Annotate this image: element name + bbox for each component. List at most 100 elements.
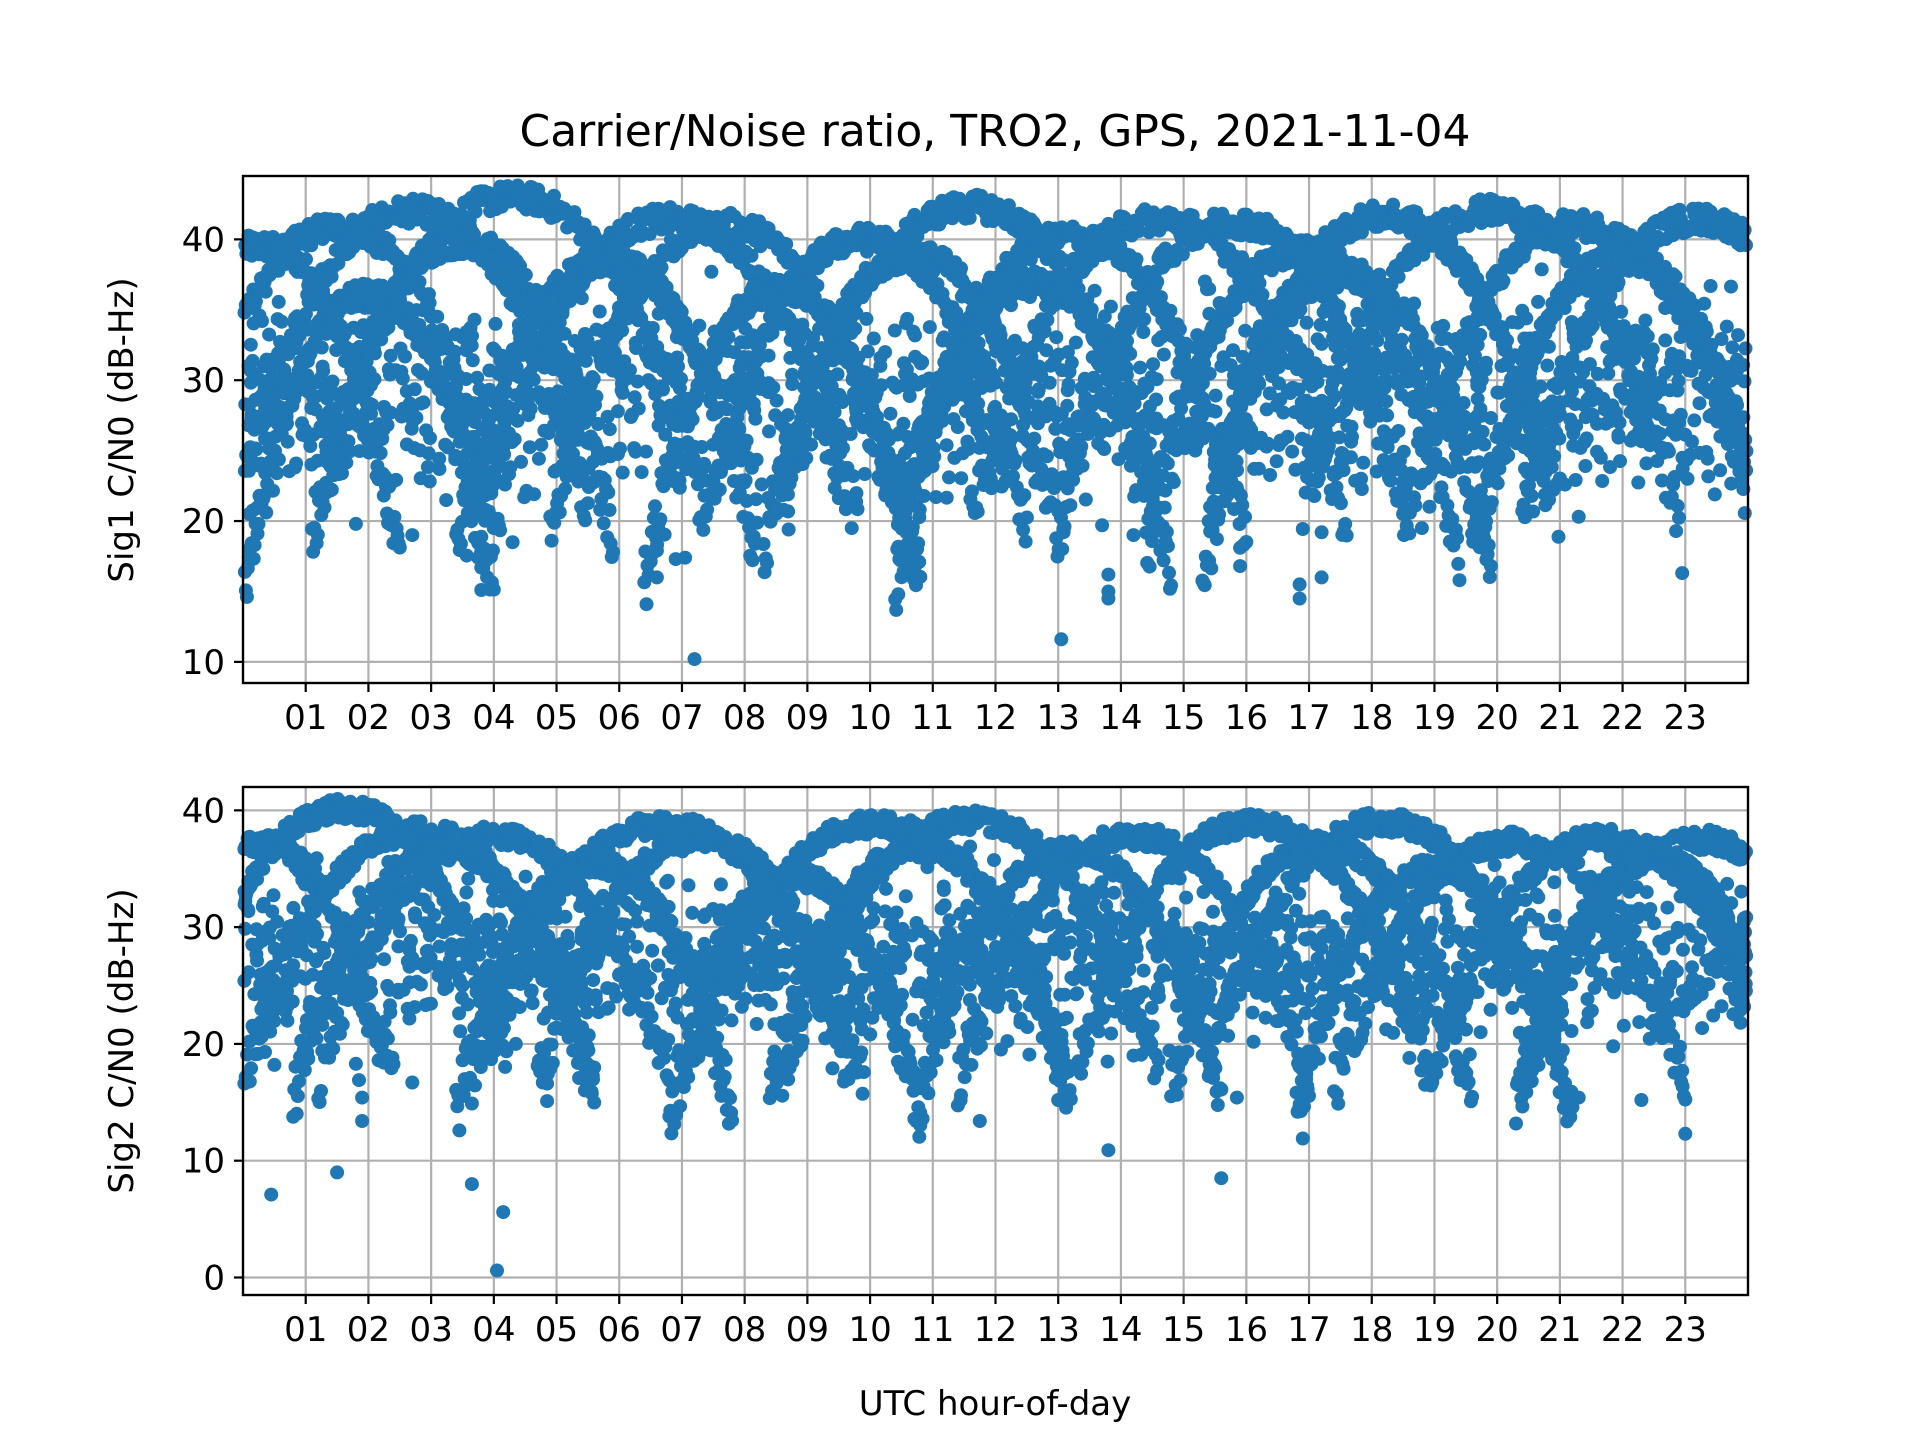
scatter-point — [602, 503, 617, 517]
chart-title: Carrier/Noise ratio, TRO2, GPS, 2021-11-… — [519, 106, 1470, 157]
scatter-point — [648, 499, 662, 514]
scatter-point — [642, 227, 657, 242]
scatter-point — [299, 252, 313, 267]
scatter-point — [1018, 534, 1033, 549]
scatter-point — [1524, 488, 1539, 503]
scatter-point — [1551, 529, 1566, 544]
scatter-point — [954, 261, 968, 276]
subplot-sig1: 01 02 03 04 05 06 07 08 09 10 11 12 13 14 15 16 17 18 19 20… — [102, 174, 1754, 738]
scatter-point — [1307, 489, 1322, 503]
scatter-point — [321, 481, 336, 496]
scatter-point — [392, 540, 407, 555]
scatter-point — [1333, 496, 1348, 511]
scatter-point — [547, 188, 561, 203]
scatter-point — [578, 513, 593, 528]
scatter-point — [657, 527, 672, 542]
scatter-point — [712, 482, 727, 497]
scatter-point — [724, 456, 738, 471]
scatter-point — [844, 521, 859, 536]
scatter-point — [1063, 498, 1078, 513]
scatter-point — [331, 256, 346, 271]
scatter-point — [1669, 524, 1684, 539]
scatter-point — [1450, 531, 1465, 546]
scatter-point — [645, 321, 660, 335]
scatter-point — [248, 294, 263, 309]
scatter-point — [1019, 510, 1034, 525]
scatter-point — [1295, 522, 1310, 536]
scatter-point — [552, 505, 567, 520]
scatter-point — [1004, 412, 1019, 427]
scatter-point — [738, 473, 753, 488]
scatter-point — [373, 446, 388, 460]
scatter-point — [565, 451, 579, 466]
scatter-point — [756, 537, 771, 551]
scatter-point — [1238, 509, 1252, 524]
scatter-point — [1040, 449, 1054, 464]
scatter-point — [1402, 526, 1417, 541]
scatter-point — [1235, 498, 1250, 513]
scatter-point — [970, 504, 985, 519]
scatter-point — [307, 297, 321, 312]
scatter-point — [1668, 269, 1683, 284]
scatter-point — [654, 260, 669, 275]
scatter-point — [1473, 312, 1488, 327]
scatter-point — [544, 533, 559, 548]
scatter-point — [1129, 252, 1144, 267]
scatter-point — [571, 432, 586, 447]
scatter-point — [1672, 510, 1686, 525]
scatter-point — [468, 204, 483, 219]
scatter-point — [387, 510, 402, 524]
scatter-point — [1526, 504, 1541, 519]
scatter-point — [1408, 498, 1423, 513]
scatter-point — [310, 527, 325, 542]
scatter-point — [615, 323, 630, 338]
scatter-point — [760, 556, 774, 571]
scatter-point — [750, 515, 765, 530]
scatter-point — [314, 508, 329, 522]
scatter-point — [606, 544, 620, 559]
scatter-point — [1737, 506, 1752, 521]
scatter-point — [510, 413, 525, 428]
scatter-point — [596, 516, 611, 531]
scatter-point — [327, 468, 342, 483]
scatter-point — [1739, 444, 1754, 459]
scatter-point — [580, 496, 595, 511]
scatter-point — [639, 597, 654, 612]
scatter-point — [453, 536, 468, 551]
scatter-point — [775, 488, 790, 503]
scatter-point — [850, 502, 865, 517]
scatter-point — [774, 308, 789, 323]
scatter-point — [507, 432, 522, 447]
scatter-point — [1417, 409, 1432, 424]
scatter-point — [1451, 556, 1466, 571]
scatter-point — [1739, 238, 1753, 253]
scatter-point — [1056, 525, 1071, 540]
scatter-point — [1055, 542, 1070, 557]
scatter-point — [1163, 303, 1178, 318]
scatter-point — [620, 311, 635, 326]
scatter-points-sig1 — [237, 178, 1754, 667]
scatter-point — [518, 267, 533, 282]
scatter-point — [1150, 274, 1165, 289]
scatter-point — [781, 504, 796, 519]
scatter-point — [1592, 307, 1607, 322]
scatter-point — [1490, 476, 1505, 491]
scatter-point — [1484, 495, 1499, 510]
scatter-point — [430, 309, 445, 324]
scatter-point — [653, 512, 668, 527]
scatter-point — [1339, 528, 1354, 543]
scatter-point — [1027, 431, 1042, 446]
scatter-point — [1142, 559, 1157, 574]
scatter-point — [696, 522, 711, 537]
scatter-point — [547, 515, 562, 530]
scatter-point — [558, 481, 573, 496]
scatter-point — [744, 248, 759, 263]
scatter-point — [858, 285, 873, 300]
scatter-point — [589, 389, 604, 404]
scatter-point — [745, 553, 760, 568]
scatter-point — [1172, 322, 1187, 337]
scatter-point — [601, 485, 616, 500]
scatter-point — [1737, 223, 1752, 237]
scatter-point — [1496, 274, 1511, 288]
